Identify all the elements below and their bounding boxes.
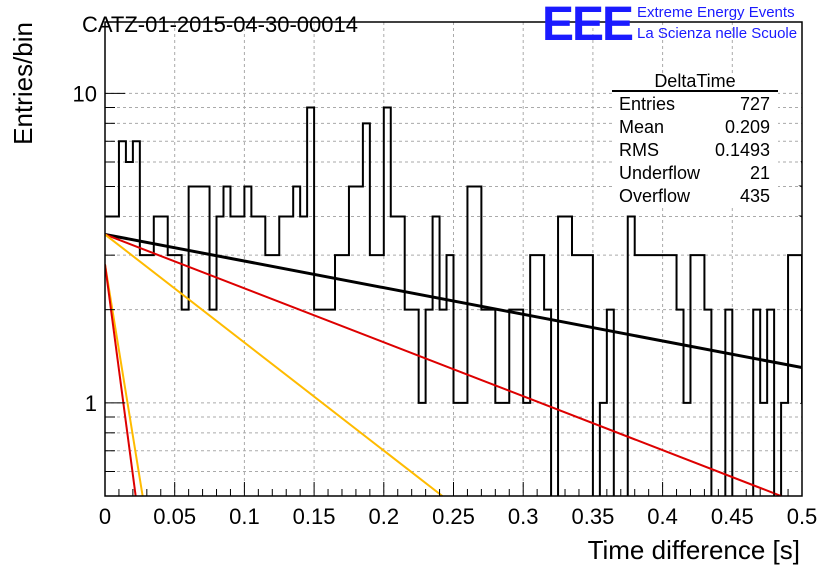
logo-line-1: Extreme Energy Events	[637, 4, 795, 21]
stats-value-underflow: 21	[750, 163, 770, 183]
y-axis-title: Entries/bin	[8, 22, 38, 145]
histogram-steps	[105, 106, 802, 496]
y-tick-label: 1	[85, 391, 97, 416]
x-tick-label: 0.3	[508, 504, 539, 529]
axis-ticks	[104, 92, 803, 497]
stats-label-mean: Mean	[619, 117, 664, 137]
stats-label-overflow: Overflow	[619, 186, 691, 206]
x-tick-label: 0.4	[647, 504, 678, 529]
fit-curve-3	[105, 233, 443, 496]
stats-label-entries: Entries	[619, 94, 675, 114]
y-tick-label: 10	[73, 81, 97, 106]
x-axis-title: Time difference [s]	[588, 535, 800, 565]
x-tick-labels: 0 0.05 0.1 0.15 0.2 0.25 0.3 0.35 0.4 0.45 0.5	[99, 504, 817, 529]
y-tick-labels: 1 10	[73, 81, 97, 416]
x-tick-label: 0.25	[432, 504, 475, 529]
stats-value-mean: 0.209	[725, 117, 770, 137]
logo-letters: EEE	[542, 0, 633, 51]
fit-curve-2	[105, 233, 782, 496]
x-tick-label: 0.05	[153, 504, 196, 529]
stats-title: DeltaTime	[654, 71, 735, 91]
x-tick-label: 0.5	[787, 504, 818, 529]
x-tick-label: 0.45	[711, 504, 754, 529]
histogram	[105, 106, 802, 496]
fit-curves	[105, 232, 802, 496]
stats-label-underflow: Underflow	[619, 163, 701, 183]
x-tick-label: 0.15	[293, 504, 336, 529]
stats-value-rms: 0.1493	[715, 140, 770, 160]
eee-logo: EEE Extreme Energy Events La Scienza nel…	[542, 0, 797, 51]
x-tick-label: 0.1	[229, 504, 260, 529]
fit-curve-4	[105, 264, 144, 496]
run-title: CATZ-01-2015-04-30-00014	[82, 12, 358, 37]
stats-box-background	[612, 74, 778, 208]
stats-value-entries: 727	[740, 94, 770, 114]
fit-curve-5	[105, 264, 137, 496]
x-tick-label: 0.35	[571, 504, 614, 529]
stats-label-rms: RMS	[619, 140, 659, 160]
stats-box: DeltaTime Entries 727 Mean 0.209 RMS 0.1…	[612, 71, 778, 208]
fit-curve-1	[105, 232, 802, 370]
stats-value-overflow: 435	[740, 186, 770, 206]
x-tick-label: 0	[99, 504, 111, 529]
x-tick-label: 0.2	[369, 504, 400, 529]
logo-line-2: La Scienza nelle Scuole	[637, 25, 797, 42]
